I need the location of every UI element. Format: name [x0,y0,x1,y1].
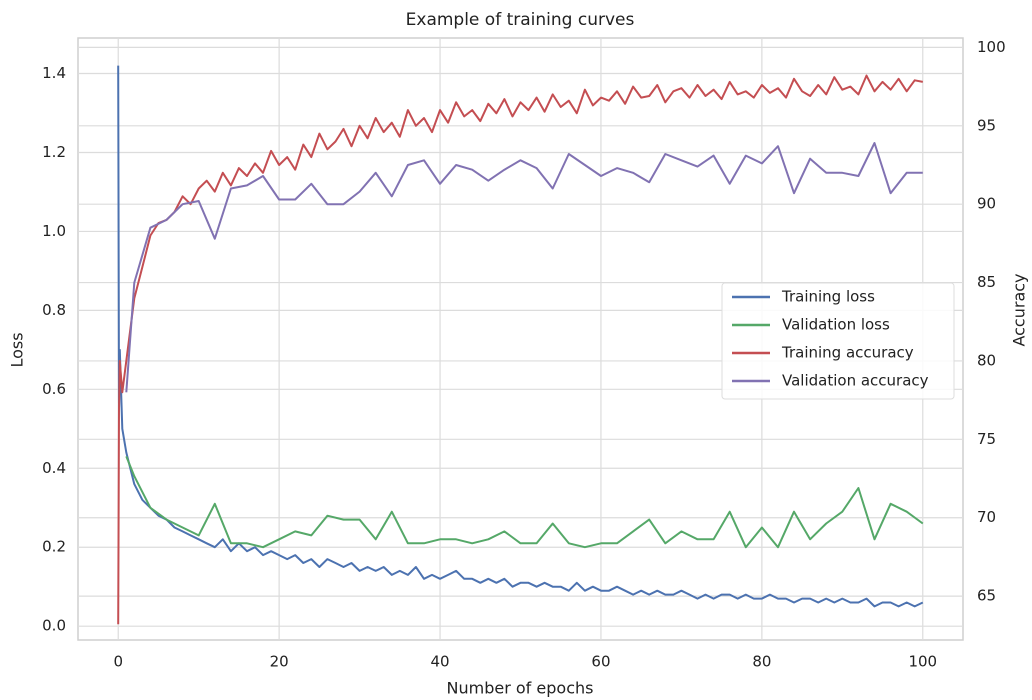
y-tick-label: 1.4 [42,64,66,82]
y-tick-label: 0.4 [42,459,66,477]
y2-tick-label: 65 [977,587,996,605]
y2-tick-label: 100 [977,38,1006,56]
y-tick-label: 0.0 [42,617,66,635]
x-tick-label: 40 [430,653,449,671]
legend-label: Training accuracy [781,344,914,362]
legend-label: Validation accuracy [782,372,929,390]
chart-title: Example of training curves [406,10,635,30]
y-tick-label: 1.2 [42,143,66,161]
x-tick-label: 80 [752,653,771,671]
y2-tick-label: 90 [977,195,996,213]
series-line [125,456,924,549]
y-tick-label: 0.6 [42,380,66,398]
series-line [117,74,923,625]
x-tick-label: 100 [908,653,937,671]
y-tick-label: 1.0 [42,222,66,240]
legend-label: Training loss [781,288,875,306]
legend-box [721,282,955,400]
y2-tick-label: 75 [977,430,996,448]
series-line [117,65,924,608]
y2-axis-label: Accuracy [1010,273,1029,346]
x-tick-label: 60 [591,653,610,671]
y2-tick-label: 70 [977,508,996,526]
x-tick-label: 0 [113,653,123,671]
y2-tick-label: 95 [977,116,996,134]
y2-tick-label: 80 [977,351,996,369]
y-axis-label: Loss [8,332,27,367]
x-axis-label: Number of epochs [447,679,594,698]
legend-label: Validation loss [782,316,890,334]
y-tick-label: 0.8 [42,301,66,319]
y2-tick-label: 85 [977,273,996,291]
y-tick-label: 0.2 [42,538,66,556]
x-tick-label: 20 [270,653,289,671]
series-line [125,142,923,393]
